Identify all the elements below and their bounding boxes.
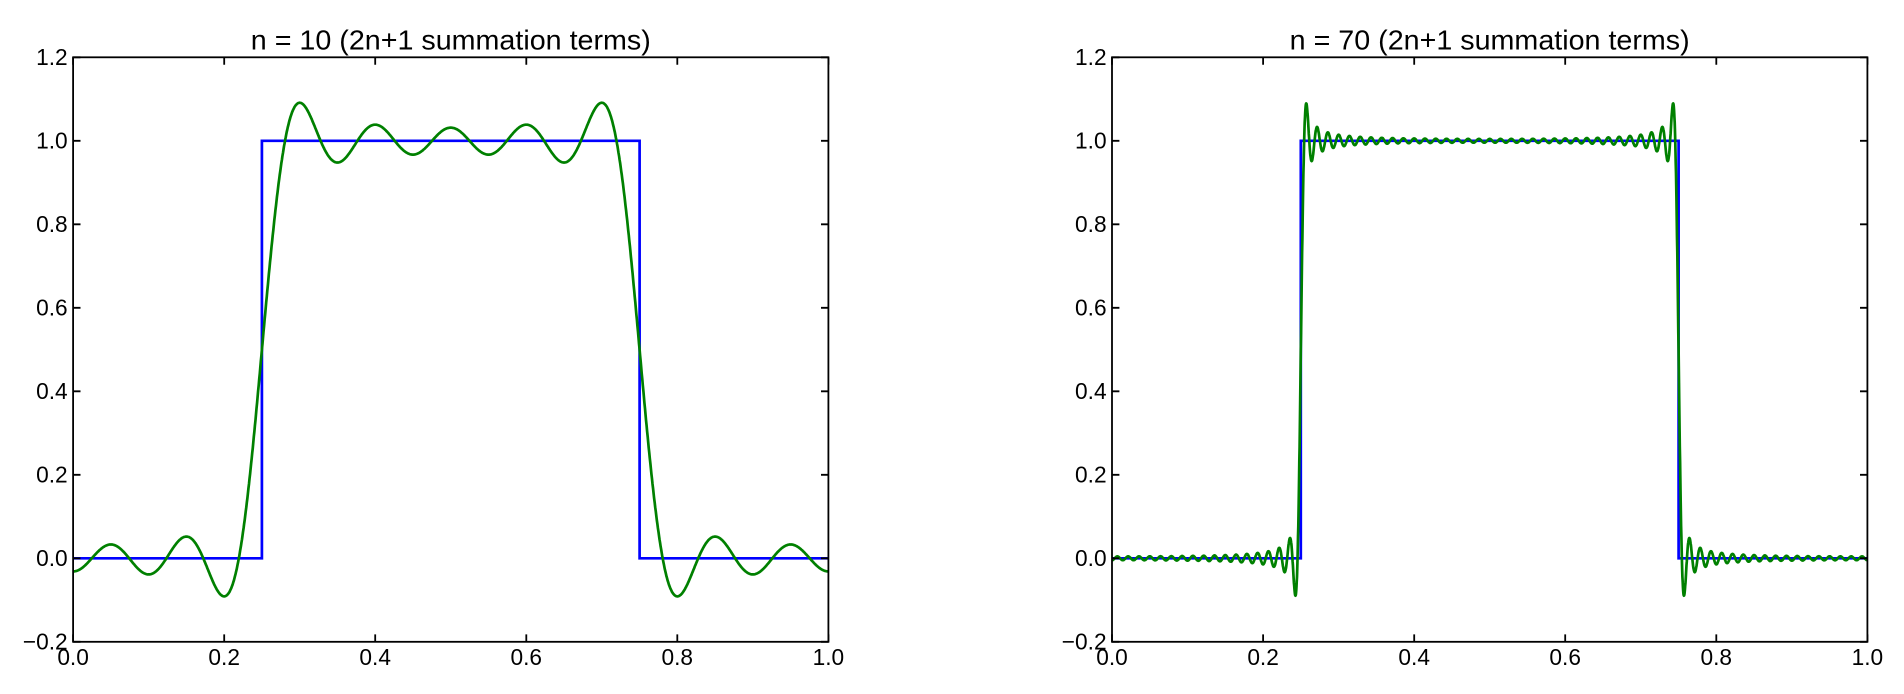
svg-text:0.4: 0.4 [1398,644,1430,670]
svg-text:0.8: 0.8 [662,644,694,670]
svg-text:0.6: 0.6 [511,644,543,670]
svg-text:−0.2: −0.2 [1062,629,1107,655]
svg-text:0.2: 0.2 [1075,462,1107,488]
svg-text:0.2: 0.2 [208,644,240,670]
svg-text:0.8: 0.8 [1701,644,1733,670]
svg-text:n = 70 (2n+1 summation terms): n = 70 (2n+1 summation terms) [1290,25,1690,56]
svg-text:0.0: 0.0 [1096,644,1128,670]
svg-text:0.0: 0.0 [57,644,89,670]
svg-text:1.0: 1.0 [36,128,68,154]
svg-text:0.2: 0.2 [36,462,68,488]
svg-text:n = 10 (2n+1 summation terms): n = 10 (2n+1 summation terms) [251,25,651,56]
svg-text:0.6: 0.6 [1549,644,1581,670]
svg-text:1.0: 1.0 [813,644,845,670]
svg-text:0.0: 0.0 [1075,545,1107,571]
svg-text:1.2: 1.2 [1075,44,1107,70]
svg-text:1.0: 1.0 [1075,128,1107,154]
svg-text:0.4: 0.4 [359,644,391,670]
svg-text:−0.2: −0.2 [23,629,68,655]
svg-text:0.8: 0.8 [36,211,68,237]
svg-text:0.4: 0.4 [36,378,68,404]
svg-text:0.4: 0.4 [1075,378,1107,404]
svg-text:0.2: 0.2 [1247,644,1279,670]
svg-text:1.2: 1.2 [36,44,68,70]
svg-text:0.6: 0.6 [36,295,68,321]
svg-text:1.0: 1.0 [1852,644,1884,670]
svg-text:0.8: 0.8 [1075,211,1107,237]
svg-text:0.6: 0.6 [1075,295,1107,321]
svg-text:0.0: 0.0 [36,545,68,571]
